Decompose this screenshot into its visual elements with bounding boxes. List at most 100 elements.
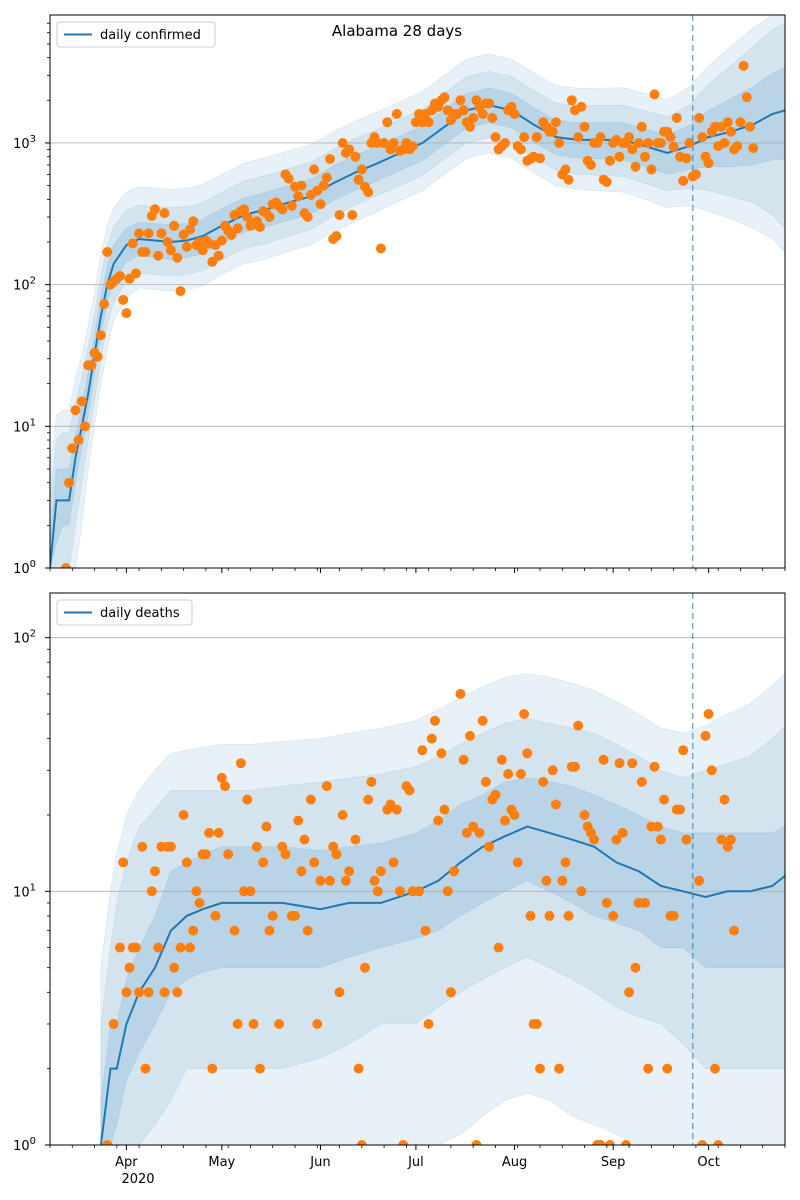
observed-point — [353, 174, 364, 185]
x-year-label: 2020 — [121, 1172, 154, 1187]
observed-point — [630, 161, 641, 172]
observed-point — [321, 781, 332, 792]
observed-point — [102, 1140, 113, 1145]
observed-point — [86, 360, 97, 371]
observed-point — [299, 834, 310, 845]
observed-point — [210, 910, 221, 921]
observed-point — [363, 187, 374, 198]
band-95-fill — [100, 673, 785, 1145]
observed-point — [614, 151, 625, 162]
observed-point — [436, 748, 447, 759]
observed-point — [382, 117, 393, 128]
observed-point — [261, 821, 272, 832]
observed-point — [496, 754, 507, 765]
observed-point — [774, 0, 784, 5]
observed-point — [181, 857, 192, 868]
observed-point — [480, 776, 491, 787]
observed-point — [302, 212, 313, 222]
observed-point — [134, 987, 145, 998]
observed-point — [200, 849, 211, 860]
observed-point — [439, 92, 450, 103]
x-tick-label: Jul — [407, 1155, 424, 1170]
legend: daily confirmed — [56, 21, 216, 48]
observed-point — [493, 942, 504, 953]
observed-point — [375, 866, 386, 877]
observed-point — [423, 1019, 434, 1029]
observed-point — [388, 138, 399, 148]
observed-point — [697, 1140, 708, 1145]
observed-point — [165, 841, 176, 852]
observed-point — [375, 243, 386, 254]
observed-point — [302, 925, 313, 936]
observed-point — [509, 810, 520, 820]
observed-point — [293, 191, 304, 202]
observed-point — [188, 925, 199, 936]
observed-point — [620, 1140, 631, 1145]
observed-point — [627, 758, 638, 769]
observed-point — [430, 715, 440, 726]
x-tick-label: May — [208, 1155, 235, 1170]
observed-point — [433, 815, 444, 826]
observed-point — [761, 0, 771, 5]
observed-point — [363, 794, 374, 805]
observed-point — [115, 942, 125, 953]
observed-point — [678, 175, 689, 186]
observed-point — [535, 153, 545, 164]
observed-point — [500, 138, 510, 148]
observed-point — [165, 245, 176, 256]
observed-point — [181, 241, 192, 252]
observed-point — [544, 910, 555, 921]
observed-point — [159, 987, 170, 998]
observed-point — [675, 804, 685, 815]
observed-point — [379, 138, 390, 148]
observed-point — [490, 132, 501, 143]
observed-point — [175, 286, 186, 297]
observed-point — [713, 1140, 724, 1145]
observed-point — [751, 0, 761, 5]
observed-point — [223, 849, 234, 860]
observed-point — [484, 98, 495, 109]
observed-point — [531, 132, 542, 143]
observed-point — [547, 126, 558, 137]
observed-point — [566, 95, 577, 106]
observed-point — [764, 0, 774, 5]
observed-point — [315, 875, 326, 886]
y-tick-label: 102 — [13, 629, 36, 647]
observed-point — [465, 730, 475, 741]
observed-point — [156, 228, 167, 239]
observed-point — [340, 875, 351, 886]
observed-point — [554, 138, 565, 148]
observed-point — [777, 0, 787, 5]
deaths-panel: 100 101 102 Apr May Jun Jul Aug Sep Oct daily deat… — [13, 0, 787, 1170]
observed-point — [719, 794, 730, 805]
observed-point — [194, 897, 205, 908]
legend-label: daily confirmed — [100, 28, 201, 43]
observed-point — [487, 113, 498, 123]
observed-point — [525, 910, 536, 921]
observed-point — [169, 962, 180, 973]
observed-point — [305, 794, 316, 805]
observed-point — [99, 299, 110, 309]
y-tick-label: 101 — [13, 417, 36, 435]
observed-point — [771, 0, 781, 5]
observed-point — [369, 875, 380, 886]
observed-point — [150, 866, 160, 877]
observed-point — [758, 0, 768, 5]
y-tick-label: 100 — [13, 559, 36, 577]
observed-point — [601, 177, 612, 187]
observed-point — [471, 1140, 482, 1145]
observed-point — [751, 0, 761, 5]
legend-box — [56, 21, 216, 48]
observed-point — [640, 897, 650, 908]
observed-point — [665, 132, 676, 143]
observed-point — [334, 987, 345, 998]
observed-point — [296, 180, 307, 191]
observed-point — [758, 0, 768, 5]
observed-point — [579, 810, 590, 820]
plot-area — [50, 0, 787, 1145]
y-tick-label: 103 — [13, 134, 36, 152]
observed-point — [255, 1063, 265, 1074]
observed-point — [490, 789, 501, 800]
observed-point — [283, 173, 294, 184]
observed-point — [140, 247, 151, 257]
